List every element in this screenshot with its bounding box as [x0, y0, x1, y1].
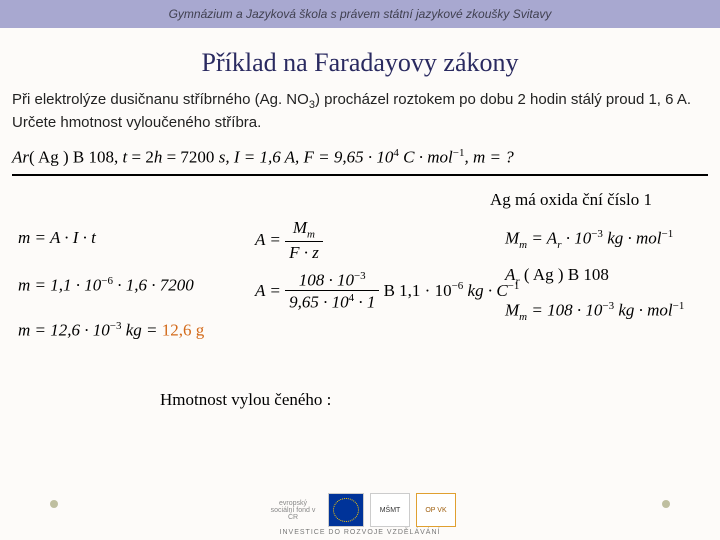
mass-note: Hmotnost vylou čeného :: [160, 390, 331, 410]
given-ar: Ar: [12, 148, 29, 167]
msmt-logo: MŠMT: [370, 493, 410, 527]
eq-Ar-value: Ar ( Ag ) B 108: [505, 265, 609, 287]
decor-dot-right: [662, 500, 670, 508]
eq-m-formula: m = A · I · t: [18, 228, 96, 248]
school-header: Gymnázium a Jazyková škola s právem stát…: [0, 0, 720, 28]
eq-Mm-formula: Mm = Ar · 10−3 kg · mol−1: [505, 228, 673, 251]
problem-text-a: Při elektrolýze dusičnanu stříbrného (Ag…: [12, 91, 309, 108]
eu-logo: [328, 493, 364, 527]
eq-A-formula: A = Mm F · z: [255, 218, 323, 264]
eq-m-result: m = 12,6 · 10−3 kg = 12,6 g: [18, 320, 204, 341]
given-if: , I = 1,6 A, F = 9,65 · 10: [225, 148, 393, 167]
decor-dot-left: [50, 500, 58, 508]
given-2: = 2: [127, 148, 154, 167]
footer-caption: INVESTICE DO ROZVOJE VZDĚLÁVÁNÍ: [0, 529, 720, 536]
oxidation-note: Ag má oxida ční číslo 1: [490, 190, 652, 210]
esf-logo: evropský sociální fond v ČR: [264, 493, 322, 527]
given-values: Ar( Ag ) B 108, t = 2h = 7200 s, I = 1,6…: [12, 147, 708, 176]
opvk-logo: OP VK: [416, 493, 456, 527]
given-cmol: C · mol: [399, 148, 453, 167]
given-m: , m = ?: [464, 148, 513, 167]
problem-statement: Při elektrolýze dusičnanu stříbrného (Ag…: [0, 90, 720, 133]
calculation-area: Ag má oxida ční číslo 1 m = A · I · t m …: [0, 180, 720, 440]
given-108: B 108,: [69, 148, 123, 167]
eq-A-numeric: A = 108 · 10−3 9,65 · 104 · 1 B 1,1 · 10…: [255, 270, 519, 314]
page-title: Příklad na Faradayovy zákony: [0, 48, 720, 78]
footer-logos: evropský sociální fond v ČR MŠMT OP VK I…: [0, 480, 720, 540]
given-supm1: −1: [453, 147, 465, 159]
school-name: Gymnázium a Jazyková škola s právem stát…: [169, 7, 552, 21]
eq-Mm-value: Mm = 108 · 10−3 kg · mol−1: [505, 300, 684, 323]
given-7200: = 7200: [162, 148, 218, 167]
eq-m-numeric: m = 1,1 · 10−6 · 1,6 · 7200: [18, 275, 194, 296]
given-ag: ( Ag ): [29, 148, 69, 167]
